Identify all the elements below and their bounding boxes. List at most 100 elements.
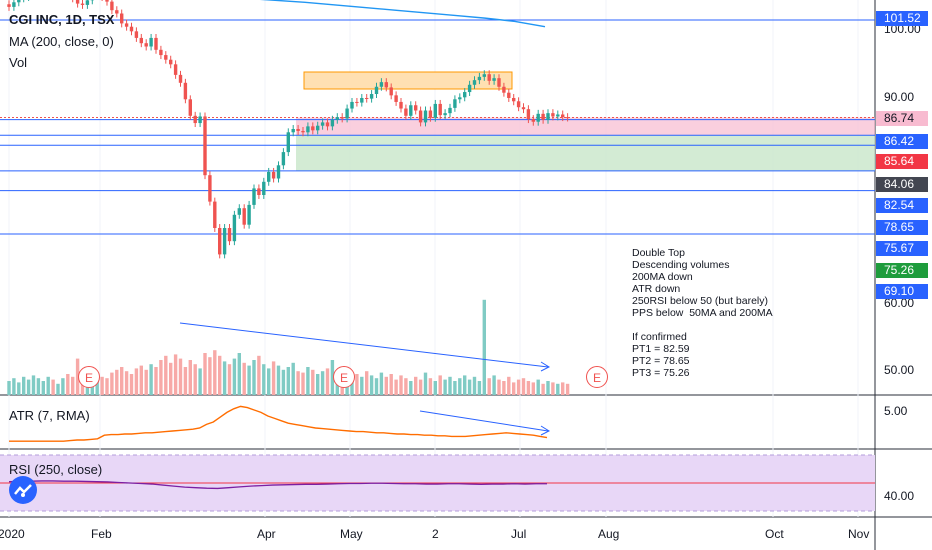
atr-indicator-label[interactable]: ATR (7, RMA) <box>9 408 90 423</box>
candle-body <box>556 114 560 117</box>
candle-body <box>374 86 379 95</box>
volume-bar <box>448 376 452 395</box>
price-tag: 75.26 <box>876 263 928 278</box>
candle-body <box>237 208 241 215</box>
volume-bar <box>428 378 433 395</box>
volume-bar <box>492 375 496 395</box>
volume-bar <box>482 299 486 395</box>
candle-body <box>345 108 349 119</box>
volume-bar <box>502 381 506 395</box>
volume-bar <box>218 355 222 395</box>
candle-body <box>193 115 197 124</box>
candle-body <box>516 101 521 108</box>
candle-body <box>551 113 555 117</box>
earnings-badge[interactable]: E <box>586 366 608 388</box>
candle-body <box>178 74 183 83</box>
candle-body <box>218 228 222 255</box>
trade-notes: Double Top Descending volumes 200MA down… <box>632 247 773 379</box>
volume-bar <box>541 383 545 395</box>
candle-body <box>7 4 11 7</box>
candle-body <box>311 126 315 131</box>
candle-body <box>355 101 359 103</box>
candle-body <box>85 0 90 5</box>
volume-bar <box>365 371 369 395</box>
earnings-badge[interactable]: E <box>333 366 355 388</box>
volume-bar <box>51 379 55 395</box>
volume-bar <box>536 379 540 395</box>
volume-bar <box>379 372 384 395</box>
volume-bar <box>159 360 163 395</box>
volume-bar <box>188 360 192 395</box>
volume-bar <box>267 368 271 395</box>
volume-bar <box>208 357 212 395</box>
volume-bar <box>394 379 398 395</box>
ma-indicator-label[interactable]: MA (200, close, 0) <box>9 34 114 49</box>
volume-bar <box>316 374 320 395</box>
volume-bar <box>404 378 408 395</box>
atr-trendline <box>419 410 549 432</box>
candle-body <box>124 23 129 27</box>
volume-bar <box>17 382 21 395</box>
volume-bar <box>291 362 295 395</box>
candle-body <box>208 175 212 202</box>
volume-bar <box>271 361 276 395</box>
candle-body <box>306 126 310 133</box>
price-axis-tick: 90.00 <box>884 90 915 104</box>
candle-body <box>325 122 330 127</box>
candle-body <box>409 105 413 116</box>
candle-body <box>536 113 540 122</box>
price-tag: 69.10 <box>876 284 928 299</box>
symbol-title[interactable]: CGI INC, 1D, TSX <box>9 12 115 27</box>
volume-bar <box>472 376 477 395</box>
candle-body <box>561 114 565 118</box>
earnings-badge[interactable]: E <box>78 366 100 388</box>
volume-bar <box>56 383 60 395</box>
candle-body <box>497 78 501 87</box>
volume-bar <box>257 355 261 395</box>
candle-body <box>482 74 486 77</box>
time-axis-label: May <box>340 527 363 541</box>
candle-body <box>458 97 462 100</box>
candle-body <box>105 0 109 2</box>
double-top-box <box>303 71 513 90</box>
candle-body <box>257 188 261 195</box>
candle-body <box>80 3 85 5</box>
volume-bar <box>565 383 570 395</box>
candle-body <box>369 94 374 99</box>
volume-bar <box>227 364 232 395</box>
time-axis-label: Feb <box>91 527 112 541</box>
candle-body <box>467 84 472 93</box>
atr-line <box>9 405 548 442</box>
volume-bar <box>374 378 379 395</box>
volume-bar <box>22 376 26 395</box>
target-zone <box>296 135 875 171</box>
volume-bar <box>154 367 158 395</box>
price-axis-tick: 60.00 <box>884 296 915 310</box>
volume-bar <box>203 353 207 395</box>
volume-bar <box>183 367 188 395</box>
volume-bar <box>198 368 202 395</box>
volume-indicator-label[interactable]: Vol <box>9 55 28 70</box>
price-tag: 84.06 <box>876 177 928 192</box>
volume-bar <box>301 372 305 395</box>
candle-body <box>379 82 384 87</box>
candle-body <box>296 129 300 131</box>
volume-bar <box>178 358 183 395</box>
volume-bar <box>531 382 535 395</box>
volume-bar <box>164 355 168 395</box>
atr-axis-tick: 5.00 <box>884 404 908 418</box>
volume-bar <box>306 367 310 395</box>
tradingview-logo-icon[interactable] <box>9 476 37 504</box>
candle-body <box>173 64 178 75</box>
candle-body <box>340 117 344 119</box>
rsi-indicator-label[interactable]: RSI (250, close) <box>9 462 103 477</box>
candle-body <box>330 119 335 127</box>
price-tag: 86.42 <box>876 134 928 149</box>
volume-bar <box>311 369 315 395</box>
candle-body <box>521 107 526 110</box>
volume-bar <box>110 372 114 395</box>
atr-trendline-arrow <box>540 425 551 436</box>
candle-body <box>360 97 364 103</box>
candle-body <box>526 109 531 120</box>
